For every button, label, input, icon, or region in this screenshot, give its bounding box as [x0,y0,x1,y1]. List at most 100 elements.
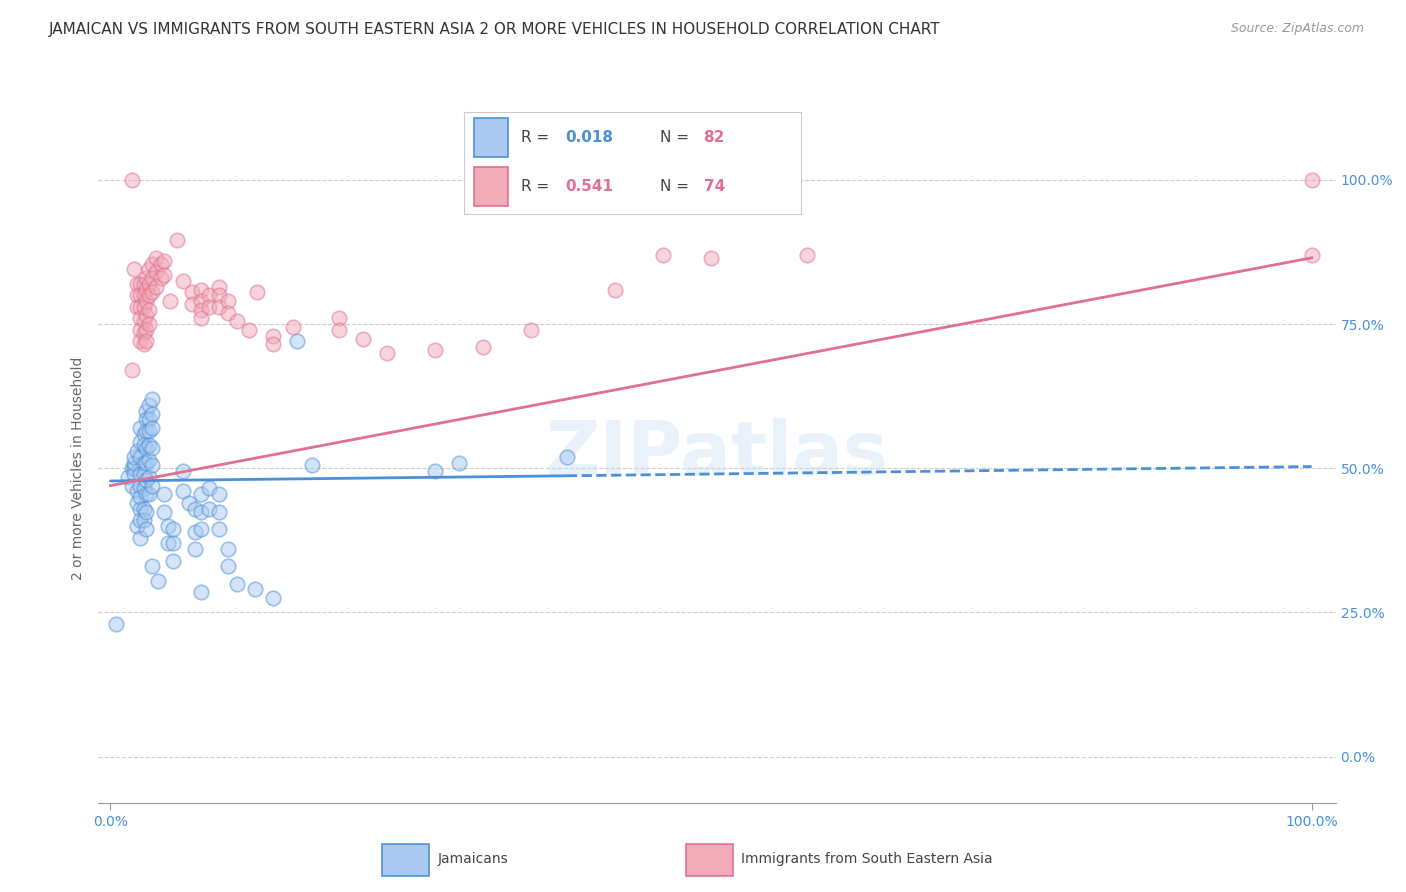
Point [183,501,205,516]
Point [190,585,212,599]
Point [141,271,163,285]
Point [129,450,152,464]
Point [129,277,152,291]
Point [471,340,494,354]
Point [157,536,180,550]
Point [190,487,212,501]
Point [177,496,200,510]
Point [207,288,229,302]
FancyBboxPatch shape [474,118,508,157]
Text: 82: 82 [703,129,725,145]
Point [141,407,163,421]
Point [198,288,221,302]
Point [138,452,160,467]
Point [117,470,139,484]
Text: 0.018: 0.018 [565,129,613,145]
Point [125,496,148,510]
Point [135,403,157,417]
Point [135,456,157,470]
Point [141,441,163,455]
Point [198,482,221,496]
Point [135,473,157,487]
Y-axis label: 2 or more Vehicles in Household: 2 or more Vehicles in Household [72,357,86,580]
Point [190,283,212,297]
Point [243,582,266,597]
Point [652,248,675,262]
Point [135,283,157,297]
Point [375,346,398,360]
Point [141,392,163,406]
Point [172,464,194,478]
Text: N =: N = [659,179,693,194]
Point [207,504,229,518]
Point [132,314,155,328]
Point [138,317,160,331]
Point [217,559,239,574]
Point [172,274,194,288]
Point [238,323,260,337]
Point [262,328,284,343]
Point [153,504,176,518]
Point [207,487,229,501]
Point [129,288,152,302]
Point [217,294,239,309]
Point [121,461,143,475]
Point [132,326,155,340]
Point [520,323,543,337]
Point [125,300,148,314]
Point [132,337,155,351]
Point [423,464,446,478]
Point [217,542,239,557]
Text: ZIPatlas: ZIPatlas [546,418,889,491]
Point [190,294,212,309]
Point [132,288,155,302]
Point [124,456,146,470]
Point [129,531,152,545]
Point [138,288,160,302]
Point [1301,173,1323,187]
Point [135,294,157,309]
Point [225,314,247,328]
Point [132,513,155,527]
Point [141,478,163,492]
Point [141,559,163,574]
Text: JAMAICAN VS IMMIGRANTS FROM SOUTH EASTERN ASIA 2 OR MORE VEHICLES IN HOUSEHOLD C: JAMAICAN VS IMMIGRANTS FROM SOUTH EASTER… [49,22,941,37]
Point [162,522,184,536]
Point [159,294,181,309]
Point [141,285,163,300]
Point [352,332,374,346]
Point [145,251,167,265]
Point [145,279,167,293]
Point [423,343,446,357]
Point [132,501,155,516]
Point [281,320,304,334]
Point [190,504,212,518]
Point [132,482,155,496]
Point [132,300,155,314]
Point [225,576,247,591]
Point [190,302,212,317]
Text: 74: 74 [703,179,725,194]
Point [138,438,160,452]
Point [135,271,157,285]
Point [129,501,152,516]
Point [105,617,128,632]
Text: 0.541: 0.541 [565,179,613,194]
Point [181,297,204,311]
Point [132,456,155,470]
Point [301,458,323,473]
Point [129,311,152,326]
Point [149,256,172,270]
Point [125,484,148,499]
Point [138,487,160,501]
Point [153,268,176,282]
Point [141,421,163,435]
Point [145,265,167,279]
Point [207,522,229,536]
Point [125,444,148,458]
Point [124,461,146,475]
Point [153,253,176,268]
Point [153,487,176,501]
Point [132,277,155,291]
Point [138,424,160,438]
